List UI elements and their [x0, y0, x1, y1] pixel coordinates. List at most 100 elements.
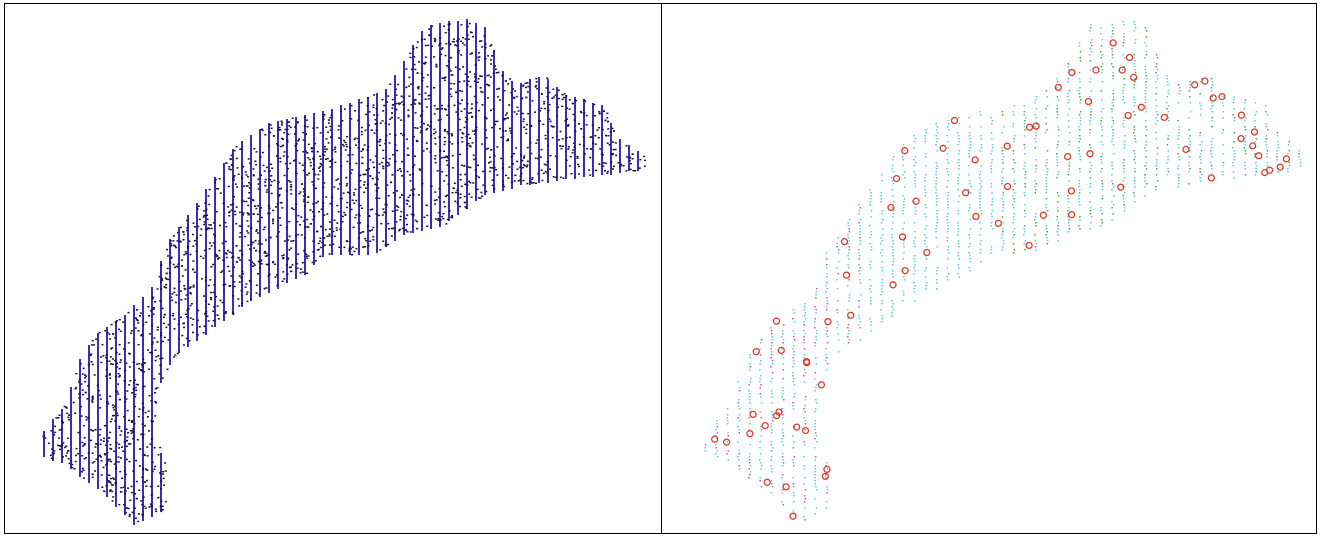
cloud-point: [499, 127, 501, 130]
cloud-point: [1078, 90, 1080, 92]
cloud-point: [180, 316, 182, 319]
cloud-point: [218, 178, 221, 180]
cloud-point: [146, 416, 149, 418]
cloud-point: [1155, 138, 1157, 140]
cloud-point: [527, 85, 530, 88]
cloud-point: [1188, 165, 1191, 167]
cloud-point: [1001, 171, 1003, 173]
cloud-point: [946, 267, 948, 269]
cloud-point: [1265, 123, 1268, 125]
cloud-point: [935, 183, 937, 185]
sample-marker: [1063, 152, 1072, 161]
cloud-point: [311, 181, 314, 183]
cloud-point: [1112, 72, 1114, 74]
cloud-point: [229, 204, 232, 206]
cloud-point: [75, 373, 78, 375]
cloud-point: [390, 116, 393, 119]
cloud-point: [393, 227, 396, 229]
cloud-point: [422, 150, 425, 152]
cloud-point: [487, 84, 489, 86]
cloud-point: [737, 402, 740, 404]
cloud-point: [1089, 42, 1092, 44]
cloud-point: [1023, 144, 1025, 146]
cloud-point: [1134, 60, 1137, 62]
cloud-point: [968, 210, 970, 212]
cloud-point: [246, 220, 249, 222]
cloud-point: [1045, 198, 1048, 200]
cloud-point: [451, 135, 454, 137]
cloud-point: [401, 175, 404, 177]
cloud-point: [704, 450, 707, 452]
cloud-point: [424, 63, 427, 65]
cloud-point: [361, 126, 363, 129]
cloud-point: [402, 96, 405, 99]
cloud-point: [484, 129, 487, 131]
cloud-point: [314, 142, 317, 145]
cloud-point: [1133, 159, 1135, 161]
cloud-point: [1078, 198, 1080, 200]
cloud-point: [1166, 78, 1168, 80]
cloud-point: [598, 112, 601, 115]
cloud-point: [837, 333, 840, 335]
cloud-point: [424, 92, 427, 94]
cloud-point: [282, 271, 285, 273]
cloud-point: [516, 106, 519, 109]
sample-marker: [1137, 103, 1145, 111]
sample-marker: [1276, 163, 1284, 171]
cloud-point: [1056, 219, 1058, 221]
cloud-point: [1122, 21, 1125, 23]
cloud-point: [112, 406, 115, 409]
cloud-point: [492, 72, 495, 74]
cloud-point: [296, 267, 299, 269]
cloud-point: [858, 252, 860, 254]
cloud-point: [54, 431, 57, 434]
cloud-point: [343, 108, 346, 110]
sample-marker: [772, 317, 781, 325]
cloud-point: [278, 195, 280, 197]
cloud-point: [1035, 225, 1037, 227]
cloud-point: [95, 338, 98, 340]
sample-marker: [972, 212, 980, 221]
cloud-point: [307, 255, 310, 257]
cloud-point: [485, 83, 488, 86]
cloud-point: [1111, 36, 1113, 38]
cloud-point: [467, 38, 470, 40]
cloud-point: [936, 267, 939, 269]
cloud-point: [503, 117, 506, 120]
cloud-point: [204, 255, 207, 257]
cloud-point: [129, 430, 132, 432]
cloud-point: [469, 166, 472, 169]
cloud-point: [1211, 156, 1213, 158]
cloud-point: [82, 477, 85, 479]
cloud-point: [936, 222, 938, 224]
cloud-point: [109, 356, 112, 358]
cloud-point: [881, 282, 883, 284]
cloud-point: [1255, 168, 1257, 170]
cloud-point: [133, 423, 136, 425]
cloud-point: [317, 178, 320, 180]
cloud-point: [825, 306, 828, 308]
cloud-point: [814, 420, 816, 422]
cloud-point: [1035, 96, 1038, 98]
cloud-point: [924, 189, 927, 191]
cloud-point: [191, 324, 194, 326]
cloud-point: [814, 477, 816, 479]
cloud-point: [1145, 54, 1148, 56]
cloud-point: [1111, 180, 1113, 182]
cloud-point: [204, 313, 207, 315]
cloud-point: [1035, 213, 1037, 215]
cloud-point: [61, 420, 64, 423]
cloud-point: [81, 373, 84, 375]
cloud-point: [143, 453, 146, 456]
cloud-point: [1013, 135, 1016, 137]
cloud-point: [1012, 204, 1014, 206]
cloud-point: [448, 210, 451, 212]
cloud-point: [175, 246, 178, 249]
cloud-point: [1189, 150, 1191, 152]
cloud-point: [847, 336, 849, 338]
cloud-point: [471, 35, 474, 38]
cloud-point: [1244, 135, 1247, 137]
cloud-point: [166, 248, 168, 251]
cloud-point: [576, 157, 579, 159]
cloud-point: [91, 401, 94, 403]
